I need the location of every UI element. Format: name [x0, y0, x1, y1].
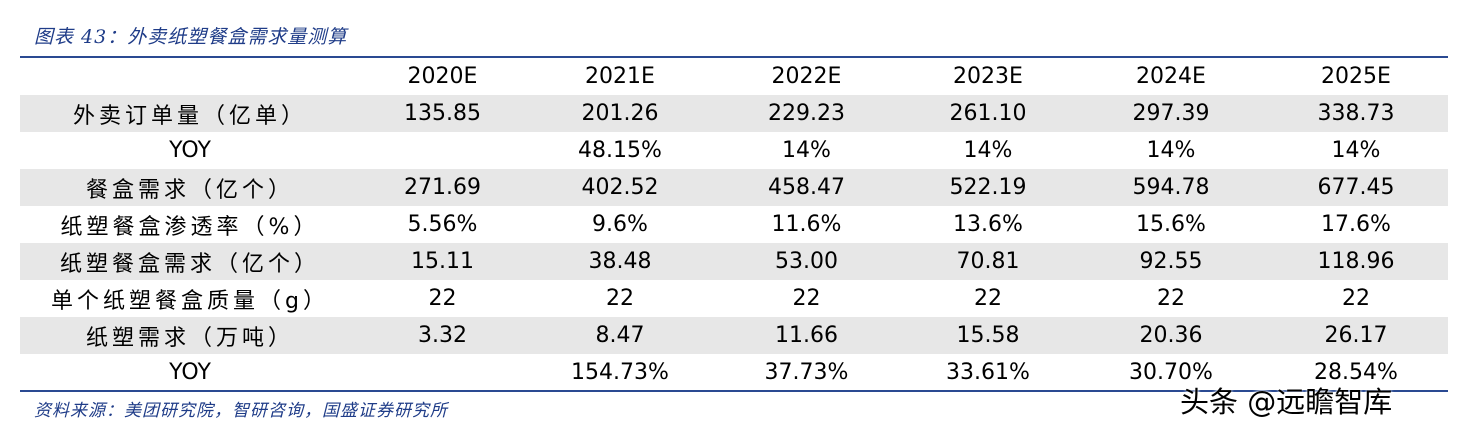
table-cell: 11.66 [775, 323, 838, 348]
header-cell-2022: 2022E [771, 64, 842, 89]
row-label: 纸塑餐盒需求（亿个） [59, 251, 320, 277]
table-row: 纸塑餐盒渗透率（%） 5.56% 9.6% 11.6% 13.6% 15.6% … [20, 206, 1448, 243]
table-row: 外卖订单量（亿单） 135.85 201.26 229.23 261.10 29… [20, 95, 1448, 132]
table-row: 单个纸塑餐盒质量（g） 22 22 22 22 22 22 [20, 280, 1448, 317]
table-row: 纸塑餐盒需求（亿个） 15.11 38.48 53.00 70.81 92.55… [20, 243, 1448, 280]
table-cell: 22 [792, 286, 821, 311]
header-cell-2024: 2024E [1136, 64, 1206, 89]
table-cell: 48.15% [578, 138, 662, 163]
header-cell-2023: 2023E [953, 64, 1023, 89]
table-cell: 22 [1157, 286, 1185, 311]
table-cell: 22 [428, 286, 457, 311]
row-band [20, 317, 1448, 354]
table-cell: 135.85 [404, 101, 481, 126]
table-cell: 20.36 [1139, 323, 1203, 348]
table-cell: 15.58 [956, 323, 1020, 348]
bottom-rule [20, 390, 1448, 392]
header-cell-2025: 2025E [1321, 64, 1391, 89]
row-label: YOY [169, 138, 211, 163]
data-table: 2020E 2021E 2022E 2023E 2024E 2025E 外卖订单… [20, 58, 1448, 391]
table-cell: 37.73% [764, 360, 849, 385]
table-cell: 17.6% [1321, 212, 1391, 237]
table-cell: 3.32 [418, 323, 467, 348]
row-label: 外卖订单量（亿单） [72, 103, 307, 129]
table-cell: 594.78 [1132, 175, 1210, 200]
table-cell: 261.10 [949, 101, 1027, 126]
table-row: YOY 154.73% 37.73% 33.61% 30.70% 28.54% [20, 354, 1448, 391]
table-cell: 229.23 [768, 101, 845, 126]
table-cell: 677.45 [1317, 175, 1395, 200]
table-caption: 图表 43：外卖纸塑餐盒需求量测算 [34, 26, 348, 48]
table-cell: 5.56% [407, 212, 478, 237]
table-cell: 338.73 [1317, 101, 1395, 126]
table-cell: 22 [974, 286, 1002, 311]
row-label: 餐盒需求（亿个） [85, 177, 294, 203]
source-note: 资料来源：美团研究院，智研咨询，国盛证券研究所 [34, 401, 448, 421]
table-cell: 26.17 [1324, 323, 1388, 348]
row-label: 单个纸塑餐盒质量（g） [51, 288, 329, 314]
table-cell: 22 [606, 286, 634, 311]
table-cell: 22 [1342, 286, 1370, 311]
table-cell: 11.6% [771, 212, 842, 237]
table-cell: 522.19 [949, 175, 1027, 200]
table-cell: 14% [1146, 138, 1196, 163]
table-cell: 118.96 [1317, 249, 1395, 274]
table-row: 纸塑需求（万吨） 3.32 8.47 11.66 15.58 20.36 26.… [20, 317, 1448, 354]
table-cell: 92.55 [1139, 249, 1203, 274]
table-cell: 30.70% [1129, 360, 1213, 385]
header-row: 2020E 2021E 2022E 2023E 2024E 2025E [20, 58, 1448, 95]
table-cell: 70.81 [956, 249, 1020, 274]
table-cell: 201.26 [581, 101, 659, 126]
table-cell: 297.39 [1132, 101, 1210, 126]
table-cell: 14% [1331, 138, 1381, 163]
table-cell [360, 354, 525, 391]
table-cell: 271.69 [404, 175, 481, 200]
header-cell-label [20, 58, 360, 95]
watermark: 头条 @远瞻智库 [1180, 385, 1393, 419]
table-cell: 14% [963, 138, 1013, 163]
table-cell: 33.61% [946, 360, 1030, 385]
table-cell: 402.52 [581, 175, 659, 200]
row-label: YOY [169, 360, 211, 385]
top-rule [20, 56, 1448, 58]
table-cell [360, 132, 525, 169]
table-cell: 15.6% [1136, 212, 1206, 237]
row-label: 纸塑餐盒渗透率（%） [60, 214, 320, 240]
table-cell: 13.6% [953, 212, 1023, 237]
table-cell: 53.00 [775, 249, 838, 274]
table-cell: 15.11 [411, 249, 474, 274]
table-cell: 458.47 [768, 175, 845, 200]
table-cell: 8.47 [595, 323, 645, 348]
table-cell: 38.48 [588, 249, 652, 274]
header-cell-2020: 2020E [407, 64, 478, 89]
table-cell: 9.6% [592, 212, 648, 237]
row-label: 纸塑需求（万吨） [85, 325, 294, 351]
table-row: 餐盒需求（亿个） 271.69 402.52 458.47 522.19 594… [20, 169, 1448, 206]
table-row: YOY 48.15% 14% 14% 14% 14% [20, 132, 1448, 169]
table-cell: 28.54% [1314, 360, 1398, 385]
table-cell: 14% [782, 138, 831, 163]
row-band [20, 243, 1448, 280]
header-cell-2021: 2021E [585, 64, 655, 89]
table-cell: 154.73% [571, 360, 669, 385]
row-band [20, 95, 1448, 132]
row-band [20, 169, 1448, 206]
